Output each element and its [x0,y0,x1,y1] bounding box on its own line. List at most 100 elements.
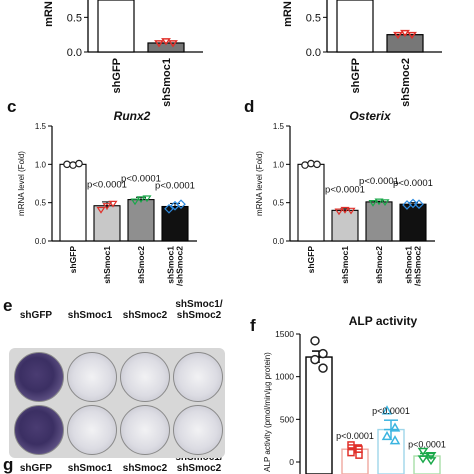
data-point [425,452,437,461]
p-value-label: p<0.0001 [372,406,410,416]
data-point [307,159,315,168]
plate-well [173,352,223,402]
data-point [161,38,171,46]
panel-letter: f [250,316,256,335]
alp-stain-plate [9,348,225,458]
y-tick-label: 0.0 [306,47,321,59]
p-value-label: p<0.0001 [408,439,446,449]
data-point [130,198,140,206]
data-point [389,422,401,432]
data-point [425,457,437,466]
y-axis-label: mRN [43,1,55,27]
data-point [310,336,320,346]
x-tick-label: /shSmoc2 [413,246,423,286]
p-value-label: p<0.0001 [325,184,365,195]
x-tick-label: shGFP [306,246,316,274]
data-point [154,40,164,48]
p-value-label: p<0.0001 [155,181,195,192]
x-tick-label: shGFP [68,246,78,274]
data-point [347,448,355,457]
p-value-label: p<0.0001 [336,431,374,441]
p-value-label: p<0.0001 [393,178,433,189]
data-point [393,31,403,40]
data-point [142,195,152,203]
x-tick-label: /shSmoc2 [175,246,185,286]
plate-well [120,405,170,455]
plate-column-label: shSmoc1/ [175,299,222,310]
chart-title: ALP activity [349,314,418,328]
plate-well [14,352,64,402]
chart-title: Runx2 [114,109,151,123]
x-tick-label: shSmoc1 [404,246,414,284]
data-point [318,363,328,373]
data-point [417,447,429,456]
plate-well [173,405,223,455]
bar [399,203,427,242]
bar [331,209,359,242]
bar [161,205,189,242]
x-tick-label: shSmoc1 [102,246,112,284]
data-point [164,203,174,214]
data-point [381,430,393,441]
data-point [389,435,401,445]
plate-well [14,405,64,455]
panel-letter: c [7,97,16,116]
x-tick-label: shSmoc1 [340,246,350,284]
data-point [414,199,424,210]
plate-well [120,352,170,402]
y-tick-label: 0.0 [35,237,47,246]
y-tick-label: 0.0 [273,237,285,246]
data-point [334,208,344,216]
data-point [301,161,309,169]
data-point [381,405,393,415]
bar [297,163,325,242]
y-tick-label: 1.0 [35,160,47,169]
plate-well [67,352,117,402]
plate-column-label: shSmoc2 [123,310,168,321]
bar [127,199,155,242]
y-axis-label: mRN [282,1,294,27]
bar [336,0,374,53]
data-point [63,160,71,169]
y-tick-label: 0.5 [306,12,321,24]
data-point [310,354,320,365]
data-point [168,40,178,48]
data-point [75,159,83,168]
y-tick-label: 1500 [275,329,294,339]
bar [93,205,121,242]
data-point [347,441,355,449]
plate-column-label: shSmoc2 [177,310,222,321]
y-axis-label: ALP activity (pmol/min/µg protein) [263,352,272,472]
data-point [340,206,350,214]
bar [377,428,405,474]
data-point [69,161,77,169]
bar [386,34,424,53]
panel-letter: d [244,97,254,116]
p-value-label: p<0.0001 [87,180,127,191]
plate-well [67,405,117,455]
x-tick-label: shSmoc2 [374,246,384,284]
y-tick-label: 0.5 [67,12,82,24]
panel-letter: g [3,455,13,474]
plate-column-label: shSmoc2 [123,463,168,474]
x-tick-label: shSmoc1 [166,246,176,284]
x-tick-label: shSmoc2 [400,58,412,107]
panel-letter: e [3,296,12,315]
plate-column-label: shGFP [20,310,53,321]
y-tick-label: 0.5 [35,199,47,208]
bar [59,163,87,242]
data-point [355,451,363,459]
plate-column-label: shSmoc2 [177,463,222,474]
y-tick-label: 500 [280,414,294,424]
data-point [417,455,429,464]
data-point [346,207,356,215]
bar [305,356,333,474]
bar [97,0,135,53]
p-value-label: p<0.0001 [359,176,399,187]
data-point [96,206,106,214]
data-point [108,200,118,208]
y-tick-label: 1000 [275,372,294,382]
plate-column-label: shSmoc1 [68,463,113,474]
y-tick-label: 0.0 [67,47,82,59]
